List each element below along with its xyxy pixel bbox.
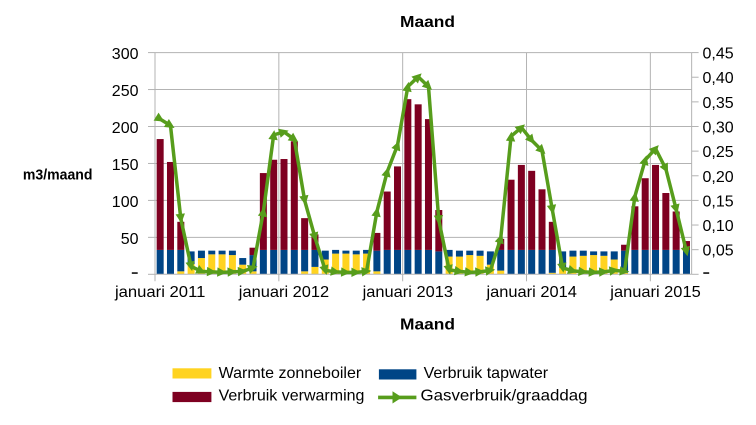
svg-text:0,10: 0,10	[703, 218, 734, 235]
svg-text:200: 200	[112, 120, 139, 137]
svg-text:Verbruik tapwater: Verbruik tapwater	[424, 365, 549, 382]
svg-text:Warmte zonneboiler: Warmte zonneboiler	[219, 365, 362, 382]
svg-text:0,40: 0,40	[703, 70, 734, 87]
svg-text:Maand: Maand	[400, 14, 455, 31]
svg-text:250: 250	[112, 83, 139, 100]
svg-text:0,30: 0,30	[703, 120, 734, 137]
svg-text:150: 150	[112, 157, 139, 174]
svg-text:januari 2014: januari 2014	[485, 284, 577, 301]
svg-text:januari 2013: januari 2013	[362, 284, 454, 301]
svg-text:Gasverbruik/graaddag: Gasverbruik/graaddag	[421, 388, 588, 405]
svg-text:0,15: 0,15	[703, 193, 734, 210]
svg-text:0,45: 0,45	[703, 46, 734, 63]
svg-text:januari 2015: januari 2015	[609, 284, 701, 301]
svg-text:januari 2011: januari 2011	[114, 284, 206, 301]
svg-text:0,35: 0,35	[703, 95, 734, 112]
svg-text:300: 300	[112, 46, 139, 63]
svg-text:m3/maand: m3/maand	[23, 167, 93, 184]
svg-text:0,25: 0,25	[703, 144, 734, 161]
svg-text:Maand: Maand	[400, 317, 455, 334]
svg-text:100: 100	[112, 194, 139, 211]
svg-text:50: 50	[121, 231, 139, 248]
svg-text:0,05: 0,05	[703, 243, 734, 260]
svg-text:0,20: 0,20	[703, 169, 734, 186]
svg-text:Verbruik verwarming: Verbruik verwarming	[219, 388, 365, 405]
svg-text:januari 2012: januari 2012	[238, 284, 330, 301]
